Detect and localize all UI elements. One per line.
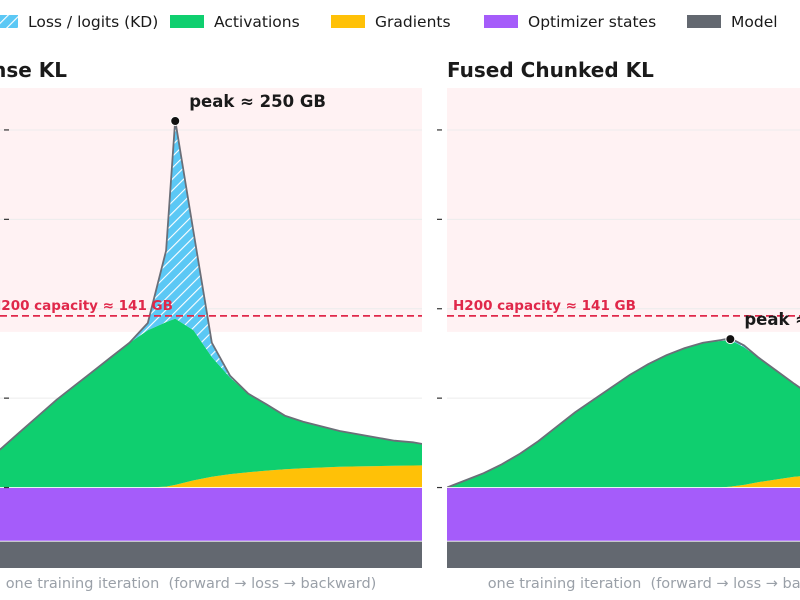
- legend-item-optimizer-states: Optimizer states: [484, 13, 656, 31]
- legend-swatch: [331, 15, 365, 28]
- legend-label: Gradients: [375, 13, 451, 31]
- legend-label: Optimizer states: [528, 13, 656, 31]
- legend-label: Model: [731, 13, 778, 31]
- area-activations: [447, 340, 800, 488]
- capacity-label: H200 capacity ≈ 141 GB: [453, 298, 636, 314]
- area-optimizer-states: [0, 487, 422, 542]
- capacity-label: H200 capacity ≈ 141 GB: [0, 298, 173, 314]
- legend-swatch: [687, 15, 721, 28]
- legend-label: Loss / logits (KD): [28, 13, 158, 31]
- total-outline: [0, 119, 422, 451]
- area-optimizer-states: [447, 487, 800, 542]
- area-model: [447, 541, 800, 568]
- x-axis-label: one training iteration (forward → loss →…: [6, 576, 377, 592]
- legend: Loss / logits (KD) Activations Gradients Op…: [0, 13, 778, 31]
- peak-marker: [725, 334, 736, 345]
- legend-item-activations: Activations: [170, 13, 300, 31]
- area-gradients: [0, 465, 422, 488]
- over-capacity-region: [0, 88, 422, 332]
- panel-title: Dense KL: [0, 58, 67, 82]
- legend-swatch: [170, 15, 204, 28]
- area-activations: [0, 318, 422, 488]
- area-model: [0, 541, 422, 568]
- peak-marker: [170, 116, 181, 126]
- over-capacity-region: [447, 88, 800, 332]
- panel-title: Fused Chunked KL: [447, 58, 654, 82]
- peak-label: peak ≈ 128 GB: [744, 310, 800, 329]
- legend-item-gradients: Gradients: [331, 13, 451, 31]
- peak-label: peak ≈ 250 GB: [189, 92, 326, 111]
- legend-swatch: [484, 15, 518, 28]
- panel-dense-kl: Dense KL one training iteration (forward…: [0, 58, 422, 592]
- legend-label: Activations: [214, 13, 300, 31]
- legend-item-model: Model: [687, 13, 778, 31]
- total-outline: [447, 337, 800, 489]
- panel-fused-chunked-kl: Fused Chunked KL one training iteration …: [437, 58, 800, 592]
- legend-item-loss-logits-kd: Loss / logits (KD): [0, 13, 158, 31]
- area-gradients: [447, 476, 800, 488]
- legend-swatch: [0, 15, 18, 28]
- x-axis-label: one training iteration (forward → loss →…: [488, 576, 800, 592]
